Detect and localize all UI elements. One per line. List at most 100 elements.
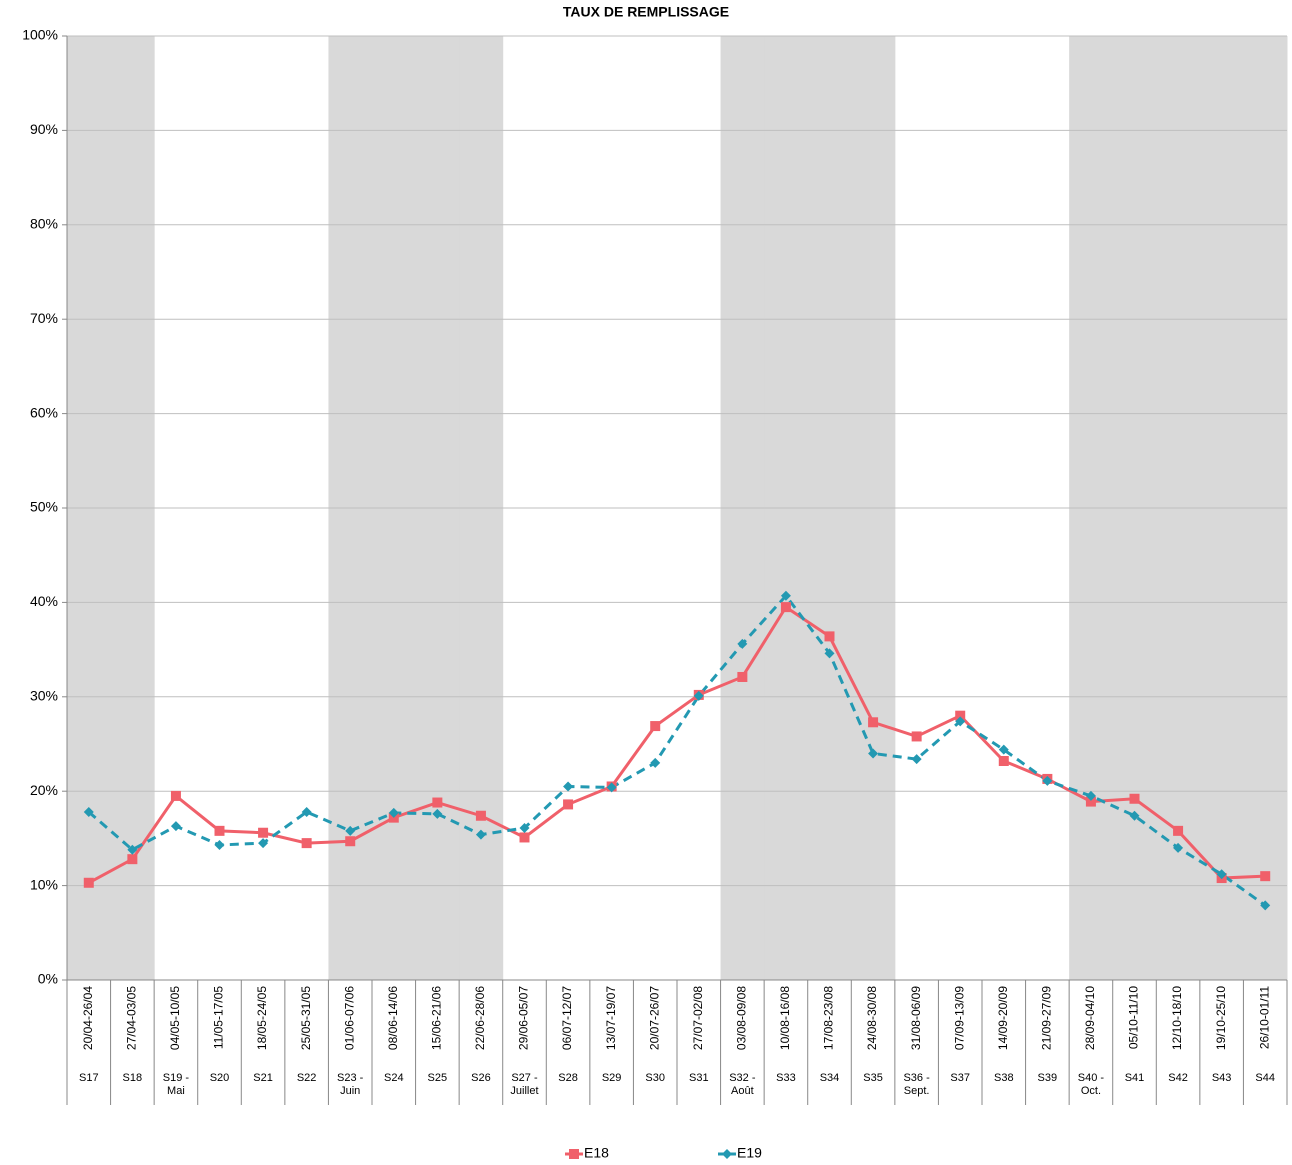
x-tick-label: S31 xyxy=(688,1072,709,1084)
x-tick-label: S23 - Juin xyxy=(337,1072,364,1097)
x-tick-label: S35 xyxy=(863,1072,883,1084)
data-point xyxy=(911,731,922,742)
legend-marker xyxy=(722,1149,732,1159)
x-date-label: 17/08-23/08 xyxy=(822,986,836,1050)
data-point xyxy=(606,782,617,793)
x-tick-label: S40 - Oct. xyxy=(1077,1072,1105,1097)
x-tick-label: S22 xyxy=(296,1072,317,1084)
data-point xyxy=(693,690,704,701)
x-tick-label: S41 xyxy=(1124,1072,1145,1084)
x-date-label: 01/06-07/06 xyxy=(342,986,356,1050)
data-point xyxy=(170,790,181,801)
y-tick-label: 60% xyxy=(30,404,58,420)
data-point xyxy=(563,799,574,810)
x-date-label: 29/06-05/07 xyxy=(517,986,531,1050)
data-point xyxy=(955,716,966,727)
data-point xyxy=(737,638,748,649)
data-point xyxy=(127,844,138,855)
x-tick-label: S19 - Mai xyxy=(162,1072,190,1097)
x-date-label: 27/07-02/08 xyxy=(691,986,705,1050)
data-point xyxy=(1216,869,1227,880)
data-point xyxy=(214,840,225,851)
data-point xyxy=(127,854,138,865)
data-point xyxy=(1085,796,1096,807)
data-point xyxy=(998,755,1009,766)
data-point xyxy=(432,808,443,819)
y-tick-label: 10% xyxy=(30,876,58,892)
x-date-label: 14/09-20/09 xyxy=(996,986,1010,1050)
x-date-label: 25/05-31/05 xyxy=(299,986,313,1050)
x-date-label: 04/05-10/05 xyxy=(168,986,182,1050)
x-tick-label: S37 xyxy=(950,1072,970,1084)
data-point xyxy=(1129,810,1140,821)
x-date-label: 15/06-21/06 xyxy=(430,986,444,1050)
legend-label: E19 xyxy=(737,1145,762,1161)
x-date-label: 20/07-26/07 xyxy=(647,986,661,1050)
x-date-label: 19/10-25/10 xyxy=(1214,986,1228,1050)
x-tick-label: S38 xyxy=(993,1072,1014,1084)
data-point xyxy=(563,781,574,792)
y-tick-label: 40% xyxy=(30,593,58,609)
data-point xyxy=(1173,842,1184,853)
x-date-label: 05/10-11/10 xyxy=(1127,986,1141,1049)
data-point xyxy=(258,827,269,838)
data-point xyxy=(868,748,879,759)
legend-label: E18 xyxy=(584,1145,609,1161)
x-tick-label: S30 xyxy=(645,1072,665,1084)
x-tick-label: S42 xyxy=(1168,1072,1188,1084)
x-tick-label: S27 - Juillet xyxy=(510,1072,539,1097)
x-tick-label: S32 - Août xyxy=(729,1072,756,1097)
data-point xyxy=(1129,793,1140,804)
data-point xyxy=(998,744,1009,755)
data-point xyxy=(475,810,486,821)
y-tick-label: 30% xyxy=(30,688,58,704)
series-line xyxy=(88,605,1266,885)
x-tick-label: S29 xyxy=(601,1072,622,1084)
data-point xyxy=(1260,900,1271,911)
x-tick-label: S36 - Sept. xyxy=(903,1072,930,1097)
y-tick-label: 80% xyxy=(30,216,58,232)
data-point xyxy=(911,754,922,765)
x-date-label: 27/04-03/05 xyxy=(125,986,139,1050)
y-tick-label: 100% xyxy=(22,27,58,43)
x-tick-label: S39 xyxy=(1037,1072,1058,1084)
x-date-label: 24/08-30/08 xyxy=(865,986,879,1050)
x-tick-label: S28 xyxy=(558,1072,578,1084)
y-tick-label: 70% xyxy=(30,310,58,326)
x-date-label: 20/04-26/04 xyxy=(81,986,95,1050)
data-point xyxy=(1173,825,1184,836)
y-tick-label: 20% xyxy=(30,782,58,798)
x-date-label: 22/06-28/06 xyxy=(473,986,487,1050)
data-point xyxy=(824,631,835,642)
data-point xyxy=(170,821,181,832)
x-tick-label: S18 xyxy=(122,1072,143,1084)
x-date-label: 13/07-19/07 xyxy=(604,986,618,1050)
data-point xyxy=(1085,790,1096,801)
data-point xyxy=(824,648,835,659)
x-date-label: 10/08-16/08 xyxy=(778,986,792,1050)
data-point xyxy=(868,717,879,728)
x-tick-label: S43 xyxy=(1211,1072,1232,1084)
legend-item: E18 xyxy=(565,1145,609,1161)
data-point xyxy=(1042,775,1053,786)
data-point xyxy=(955,710,966,721)
data-point xyxy=(650,721,661,732)
x-date-label: 12/10-18/10 xyxy=(1170,986,1184,1050)
x-tick-label: S34 xyxy=(819,1072,840,1084)
x-date-label: 07/09-13/09 xyxy=(952,986,966,1050)
data-point xyxy=(83,877,94,888)
x-tick-label: S33 xyxy=(776,1072,796,1084)
data-point xyxy=(475,829,486,840)
x-date-label: 21/09-27/09 xyxy=(1040,986,1054,1050)
x-tick-label: S25 xyxy=(427,1072,448,1084)
data-point xyxy=(650,757,661,768)
data-point xyxy=(83,806,94,817)
x-tick-label: S21 xyxy=(253,1072,273,1084)
x-tick-label: S24 xyxy=(383,1072,404,1084)
x-date-label: 31/08-06/09 xyxy=(909,986,923,1050)
x-tick-label: S44 xyxy=(1255,1072,1275,1084)
y-tick-label: 0% xyxy=(38,971,58,987)
data-point xyxy=(519,832,530,843)
